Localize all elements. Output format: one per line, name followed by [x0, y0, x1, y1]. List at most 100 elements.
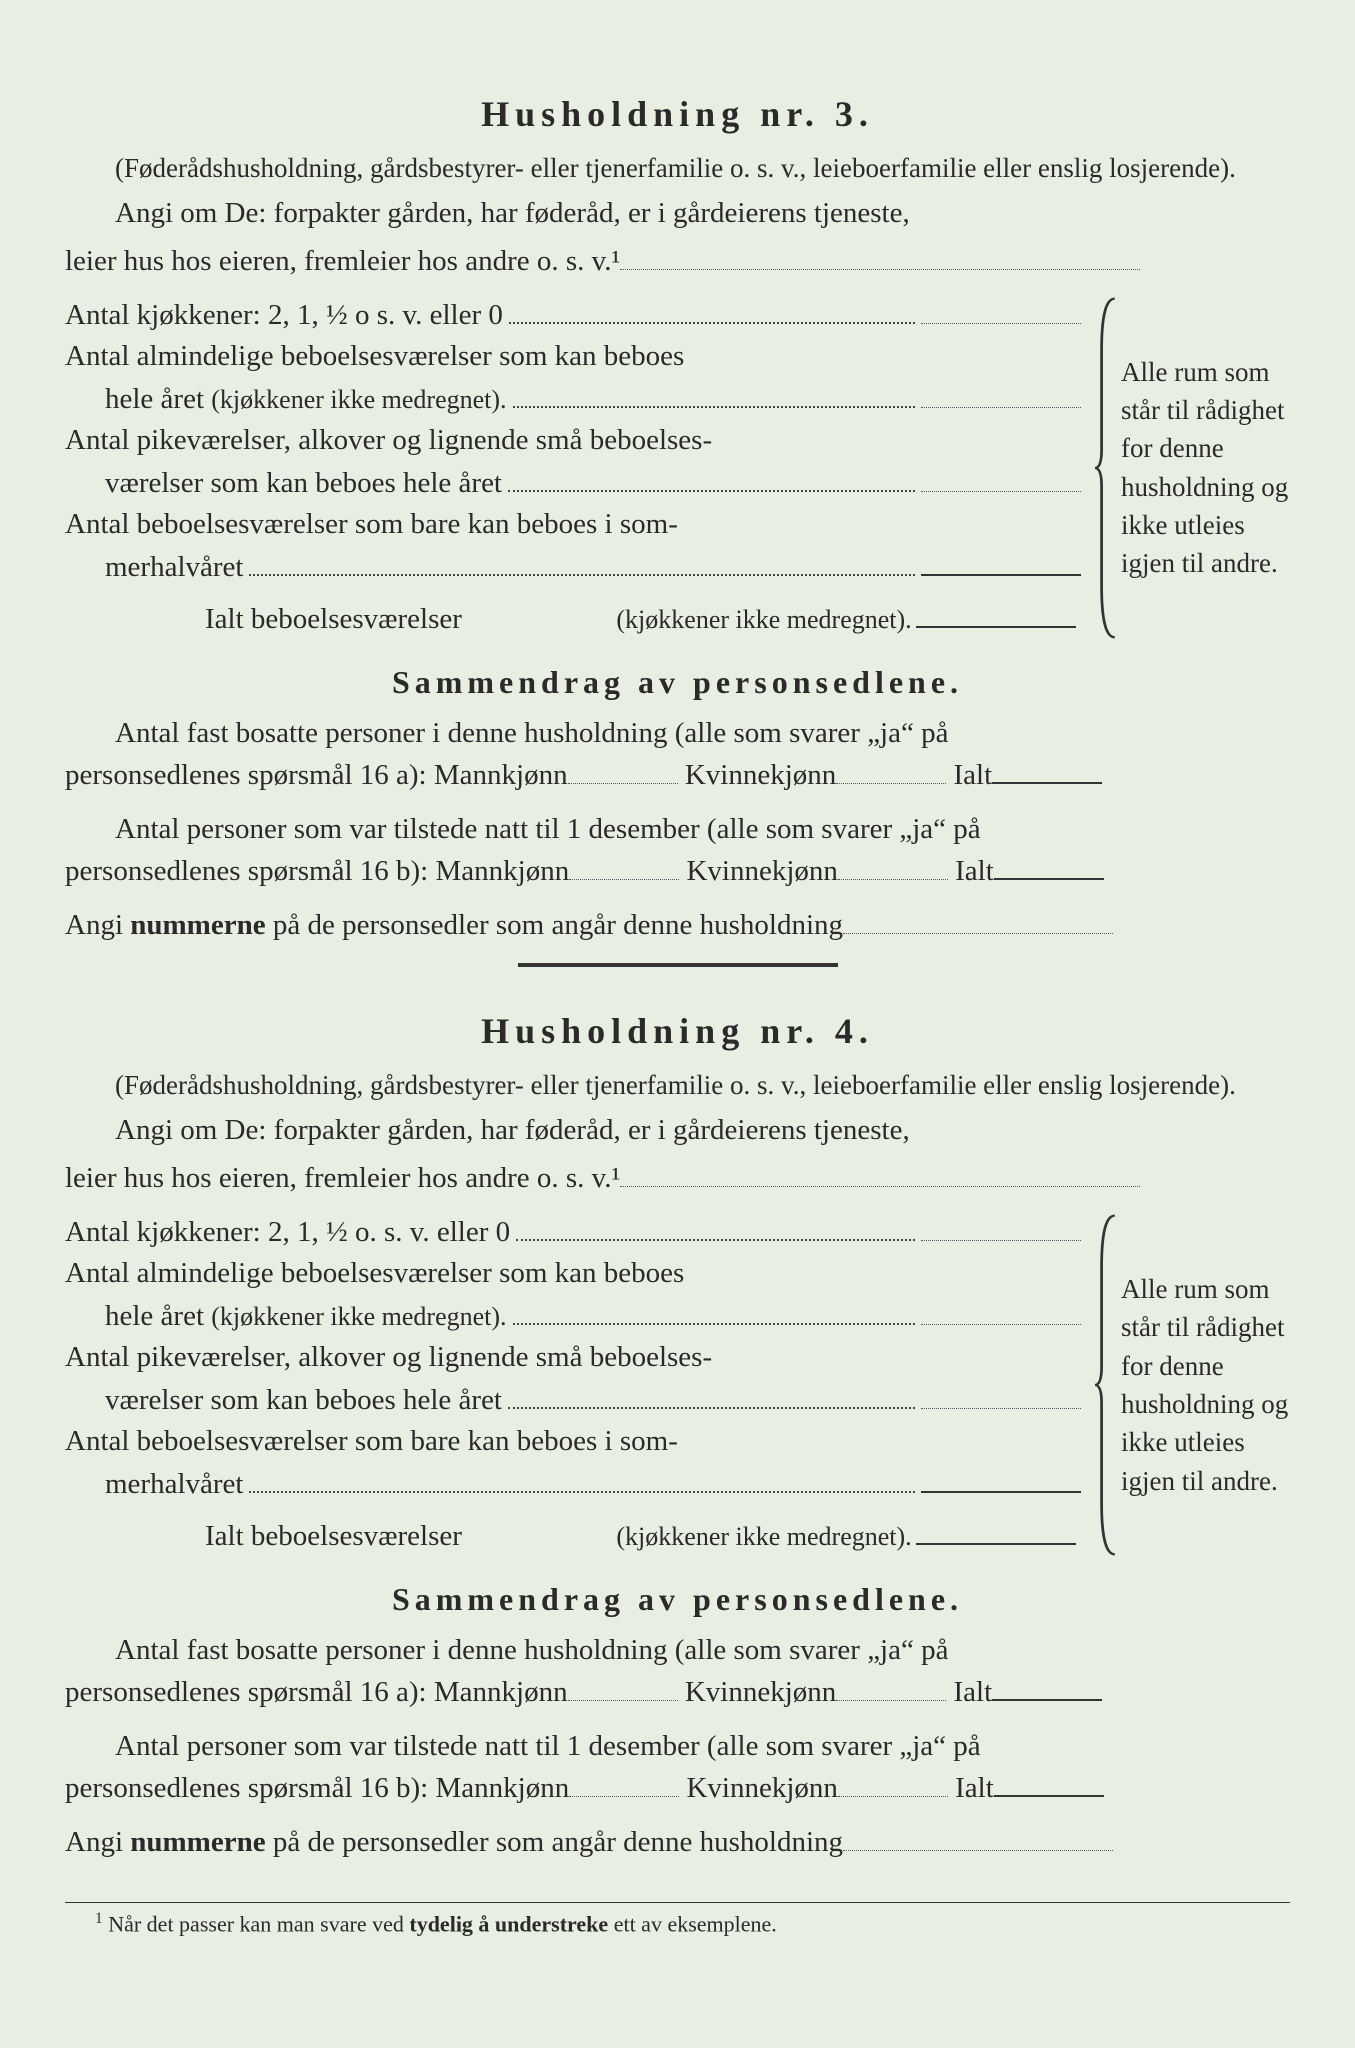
- text: værelser som kan beboes hele året: [105, 464, 502, 503]
- blank-kvinne[interactable]: [838, 1768, 948, 1797]
- blank[interactable]: [921, 1212, 1081, 1241]
- brace-icon: [1095, 295, 1117, 641]
- blank-ialt[interactable]: [992, 1672, 1102, 1701]
- blank-mann[interactable]: [569, 1768, 679, 1797]
- blank[interactable]: [843, 905, 1113, 934]
- angi-2-text: leier hus hos eieren, fremleier hos andr…: [65, 245, 620, 277]
- rooms-left: Antal kjøkkener: 2, 1, ½ o s. v. eller 0…: [65, 295, 1081, 641]
- room-line-ordinary-a: Antal almindelige beboelsesværelser som …: [65, 337, 1081, 379]
- text-bold: nummerne: [130, 1826, 265, 1858]
- blank[interactable]: [921, 463, 1081, 492]
- leader-dots: [513, 1302, 915, 1325]
- room-line-ordinary-b: hele året (kjøkkener ikke medregnet).: [65, 1296, 1081, 1338]
- blank-mann[interactable]: [568, 1672, 678, 1701]
- blank-kvinne[interactable]: [836, 755, 946, 784]
- text: på de personsedler som angår denne husho…: [266, 909, 843, 941]
- blank[interactable]: [843, 1822, 1113, 1851]
- household-4-title: Husholdning nr. 4.: [65, 1007, 1290, 1056]
- room-line-summer-b: merhalvåret: [65, 547, 1081, 589]
- rooms-right-note: Alle rum som står til rådighet for denne…: [1095, 1212, 1290, 1558]
- text-bold: nummerne: [130, 909, 265, 941]
- rooms-right-text: Alle rum som står til rådighet for denne…: [1121, 353, 1290, 583]
- summary-4-p1b: personsedlenes spørsmål 16 a): Mannkjønn…: [65, 1671, 1290, 1715]
- text: personsedlenes spørsmål 16 b): Mannkjønn: [65, 855, 569, 887]
- blank-ialt[interactable]: [994, 1768, 1104, 1797]
- text: Ialt: [954, 1676, 993, 1708]
- text: Antal beboelsesværelser som bare kan beb…: [65, 505, 678, 544]
- text: Ialt: [955, 855, 994, 887]
- room-line-kitchens: Antal kjøkkener: 2, 1, ½ o s. v. eller 0: [65, 295, 1081, 337]
- leader-dots: [509, 301, 915, 324]
- blank[interactable]: [921, 1296, 1081, 1325]
- room-line-small-a: Antal pikeværelser, alkover og lignende …: [65, 1338, 1081, 1380]
- summary-3-title: Sammendrag av personsedlene.: [65, 661, 1290, 704]
- leader-dots: [516, 1218, 915, 1241]
- blank[interactable]: [620, 238, 1140, 270]
- text: værelser som kan beboes hele året: [105, 1381, 502, 1420]
- room-line-kitchens: Antal kjøkkener: 2, 1, ½ o. s. v. eller …: [65, 1212, 1081, 1254]
- footnote-divider: [65, 1902, 1290, 1903]
- blank[interactable]: [916, 599, 1076, 628]
- blank[interactable]: [921, 379, 1081, 408]
- blank-kvinne[interactable]: [838, 851, 948, 880]
- text: Antal almindelige beboelsesværelser som …: [65, 337, 684, 376]
- household-4-angi-2: leier hus hos eieren, fremleier hos andr…: [65, 1155, 1290, 1198]
- blank-ialt[interactable]: [992, 755, 1102, 784]
- room-line-summer-b: merhalvåret: [65, 1464, 1081, 1506]
- blank-mann[interactable]: [568, 755, 678, 784]
- room-line-summer-a: Antal beboelsesværelser som bare kan beb…: [65, 505, 1081, 547]
- text-small: (kjøkkener ikke medregnet).: [476, 602, 911, 637]
- household-3-angi-1: Angi om De: forpakter gården, har føderå…: [65, 192, 1290, 234]
- brace-icon: [1095, 1212, 1117, 1558]
- summary-3-p1b: personsedlenes spørsmål 16 a): Mannkjønn…: [65, 754, 1290, 798]
- footnote-bold: tydelig å understreke: [409, 1912, 608, 1937]
- room-line-total: Ialt beboelsesværelser (kjøkkener ikke m…: [65, 599, 1081, 641]
- room-line-small-b: værelser som kan beboes hele året: [65, 1380, 1081, 1422]
- household-3-subtitle: (Føderådshusholdning, gårdsbestyrer- ell…: [65, 151, 1290, 186]
- blank[interactable]: [921, 295, 1081, 324]
- text-small: (kjøkkener ikke medregnet).: [211, 1299, 506, 1334]
- footnote: 1 Når det passer kan man svare ved tydel…: [65, 1909, 1290, 1939]
- blank-kvinne[interactable]: [836, 1672, 946, 1701]
- blank[interactable]: [921, 547, 1081, 576]
- text: på de personsedler som angår denne husho…: [266, 1826, 843, 1858]
- text: Angi: [65, 909, 130, 941]
- footnote-num: 1: [95, 1910, 103, 1927]
- text: Ialt: [954, 759, 993, 791]
- leader-dots: [249, 553, 915, 576]
- household-4-angi-1: Angi om De: forpakter gården, har føderå…: [65, 1109, 1290, 1151]
- household-4-subtitle: (Føderådshusholdning, gårdsbestyrer- ell…: [65, 1068, 1290, 1103]
- household-3-angi-2: leier hus hos eieren, fremleier hos andr…: [65, 238, 1290, 281]
- blank[interactable]: [921, 1380, 1081, 1409]
- text: Kvinnekjønn: [685, 1676, 836, 1708]
- household-4-rooms: Antal kjøkkener: 2, 1, ½ o. s. v. eller …: [65, 1212, 1290, 1558]
- text: personsedlenes spørsmål 16 b): Mannkjønn: [65, 1772, 569, 1804]
- blank-mann[interactable]: [569, 851, 679, 880]
- rooms-left: Antal kjøkkener: 2, 1, ½ o. s. v. eller …: [65, 1212, 1081, 1558]
- text: merhalvåret: [105, 1465, 243, 1504]
- blank[interactable]: [916, 1516, 1076, 1545]
- text: Antal pikeværelser, alkover og lignende …: [65, 421, 712, 460]
- text: Antal pikeværelser, alkover og lignende …: [65, 1338, 712, 1377]
- footnote-pre: Når det passer kan man svare ved: [108, 1912, 409, 1937]
- summary-3-p2b: personsedlenes spørsmål 16 b): Mannkjønn…: [65, 850, 1290, 894]
- text: Kvinnekjønn: [685, 759, 836, 791]
- rooms-right-note: Alle rum som står til rådighet for denne…: [1095, 295, 1290, 641]
- blank-ialt[interactable]: [994, 851, 1104, 880]
- summary-4-p2: Antal personer som var tilstede natt til…: [65, 1725, 1290, 1767]
- text: hele året: [105, 1297, 211, 1336]
- blank[interactable]: [921, 1464, 1081, 1493]
- room-line-total: Ialt beboelsesværelser (kjøkkener ikke m…: [65, 1516, 1081, 1558]
- leader-dots: [508, 1386, 915, 1409]
- summary-4-title: Sammendrag av personsedlene.: [65, 1578, 1290, 1621]
- blank[interactable]: [620, 1155, 1140, 1187]
- text-small: (kjøkkener ikke medregnet).: [211, 382, 506, 417]
- text-small: (kjøkkener ikke medregnet).: [476, 1519, 911, 1554]
- angi-2-text: leier hus hos eieren, fremleier hos andr…: [65, 1162, 620, 1194]
- rooms-right-text: Alle rum som står til rådighet for denne…: [1121, 1270, 1290, 1500]
- text: Ialt: [955, 1772, 994, 1804]
- footnote-post: ett av eksemplene.: [608, 1912, 777, 1937]
- household-4: Husholdning nr. 4. (Føderådshusholdning,…: [65, 1007, 1290, 1862]
- text: Ialt beboelsesværelser: [65, 600, 476, 639]
- divider: [518, 963, 838, 967]
